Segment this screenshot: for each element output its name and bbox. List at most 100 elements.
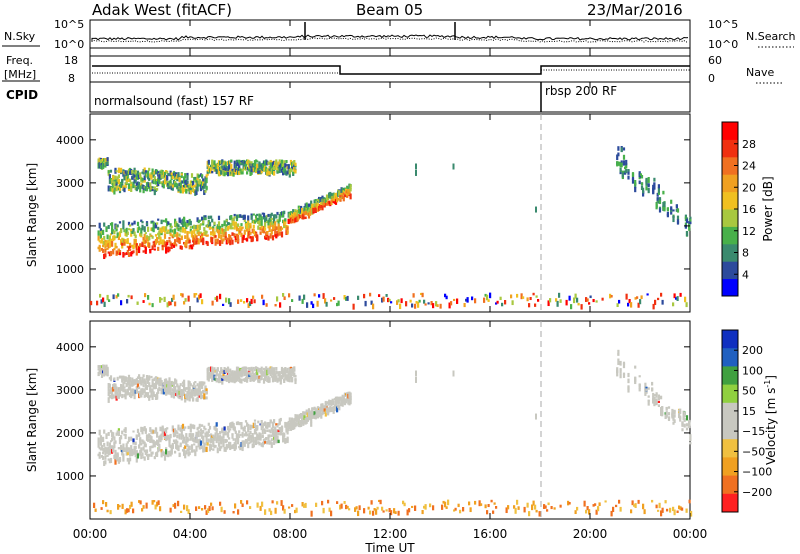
freq-label: Freq. bbox=[6, 54, 33, 67]
data-cell bbox=[528, 511, 531, 517]
data-cell bbox=[271, 378, 275, 383]
data-cell bbox=[273, 167, 276, 173]
data-cell bbox=[151, 500, 154, 505]
data-cell bbox=[223, 378, 226, 382]
data-cell bbox=[140, 227, 143, 234]
data-cell bbox=[211, 242, 214, 245]
data-cell bbox=[106, 366, 109, 373]
data-cell bbox=[642, 503, 645, 510]
x-tick-label: 16:00 bbox=[473, 527, 508, 541]
data-cell bbox=[129, 377, 132, 382]
data-cell bbox=[131, 170, 134, 173]
data-cell bbox=[224, 430, 227, 436]
data-cell bbox=[107, 170, 110, 174]
data-cell bbox=[411, 505, 414, 508]
data-cell bbox=[163, 431, 167, 436]
data-cell bbox=[241, 443, 244, 449]
data-cell bbox=[151, 388, 154, 393]
data-cell bbox=[302, 421, 305, 426]
data-cell bbox=[167, 381, 170, 385]
data-cell bbox=[196, 217, 199, 222]
data-cell bbox=[221, 223, 224, 228]
data-cell bbox=[202, 239, 205, 246]
data-cell bbox=[568, 502, 571, 505]
data-cell bbox=[222, 439, 225, 445]
data-cell bbox=[106, 157, 109, 162]
data-cell bbox=[553, 507, 556, 510]
data-cell bbox=[241, 445, 244, 452]
data-cell bbox=[122, 453, 125, 458]
data-cell bbox=[160, 389, 163, 395]
data-cell bbox=[329, 201, 332, 207]
data-cell bbox=[685, 231, 689, 237]
data-cell bbox=[195, 445, 198, 452]
data-cell bbox=[256, 373, 259, 377]
data-cell bbox=[186, 180, 189, 184]
data-cell bbox=[676, 208, 680, 213]
data-cell bbox=[120, 171, 123, 175]
data-cell bbox=[448, 302, 451, 309]
data-cell bbox=[275, 227, 278, 230]
data-cell bbox=[107, 391, 110, 397]
data-cell bbox=[261, 441, 264, 448]
data-cell bbox=[670, 206, 673, 211]
data-cell bbox=[207, 422, 210, 426]
data-cell bbox=[150, 436, 153, 442]
data-cell bbox=[237, 238, 240, 243]
data-cell bbox=[526, 297, 529, 302]
data-cell bbox=[330, 510, 333, 517]
data-cell bbox=[627, 378, 630, 384]
data-cell bbox=[135, 249, 138, 256]
data-cell bbox=[154, 181, 158, 185]
data-cell bbox=[126, 441, 129, 444]
data-cell bbox=[225, 368, 228, 371]
nsky-panel: N.Sky 10^5 10^0 10^5 10^0 N.Search bbox=[2, 18, 796, 51]
data-cell bbox=[544, 505, 547, 509]
data-cell bbox=[150, 390, 153, 397]
data-cell bbox=[280, 500, 283, 506]
data-cell bbox=[342, 397, 345, 404]
data-cell bbox=[162, 239, 165, 244]
data-cell bbox=[219, 293, 222, 300]
data-cell bbox=[207, 439, 210, 443]
data-cell bbox=[149, 385, 152, 391]
data-cell bbox=[655, 504, 658, 509]
data-cell bbox=[268, 226, 271, 232]
data-cell bbox=[184, 445, 187, 449]
data-cell bbox=[176, 384, 179, 387]
data-cell bbox=[505, 507, 508, 514]
data-cell bbox=[111, 179, 114, 184]
data-cell bbox=[248, 228, 251, 234]
cpid-segment-2: rbsp 200 RF bbox=[545, 84, 617, 98]
data-cell bbox=[171, 229, 174, 233]
data-cell bbox=[212, 162, 215, 168]
data-cell bbox=[127, 508, 130, 513]
data-cell bbox=[196, 224, 199, 231]
data-cell bbox=[293, 217, 296, 224]
data-cell bbox=[201, 175, 204, 179]
data-cell bbox=[178, 435, 181, 440]
data-cell bbox=[149, 387, 152, 391]
data-cell bbox=[162, 382, 165, 386]
data-cell bbox=[154, 234, 158, 237]
data-cell bbox=[139, 172, 142, 178]
data-cell bbox=[198, 180, 201, 183]
data-cell bbox=[105, 433, 108, 440]
data-cell bbox=[257, 217, 260, 222]
data-cell bbox=[158, 179, 161, 185]
data-cell bbox=[406, 509, 409, 516]
data-cell bbox=[103, 235, 106, 240]
data-cell bbox=[258, 165, 261, 170]
data-cell bbox=[99, 233, 102, 239]
data-cell bbox=[225, 297, 228, 303]
data-cell bbox=[113, 248, 116, 251]
data-cell bbox=[156, 392, 159, 398]
data-cell bbox=[297, 216, 300, 220]
data-cell bbox=[113, 443, 116, 449]
data-cell bbox=[136, 428, 140, 434]
data-cell bbox=[178, 176, 181, 183]
data-cell bbox=[689, 218, 692, 222]
data-cell bbox=[456, 298, 459, 304]
data-cell bbox=[131, 388, 134, 394]
